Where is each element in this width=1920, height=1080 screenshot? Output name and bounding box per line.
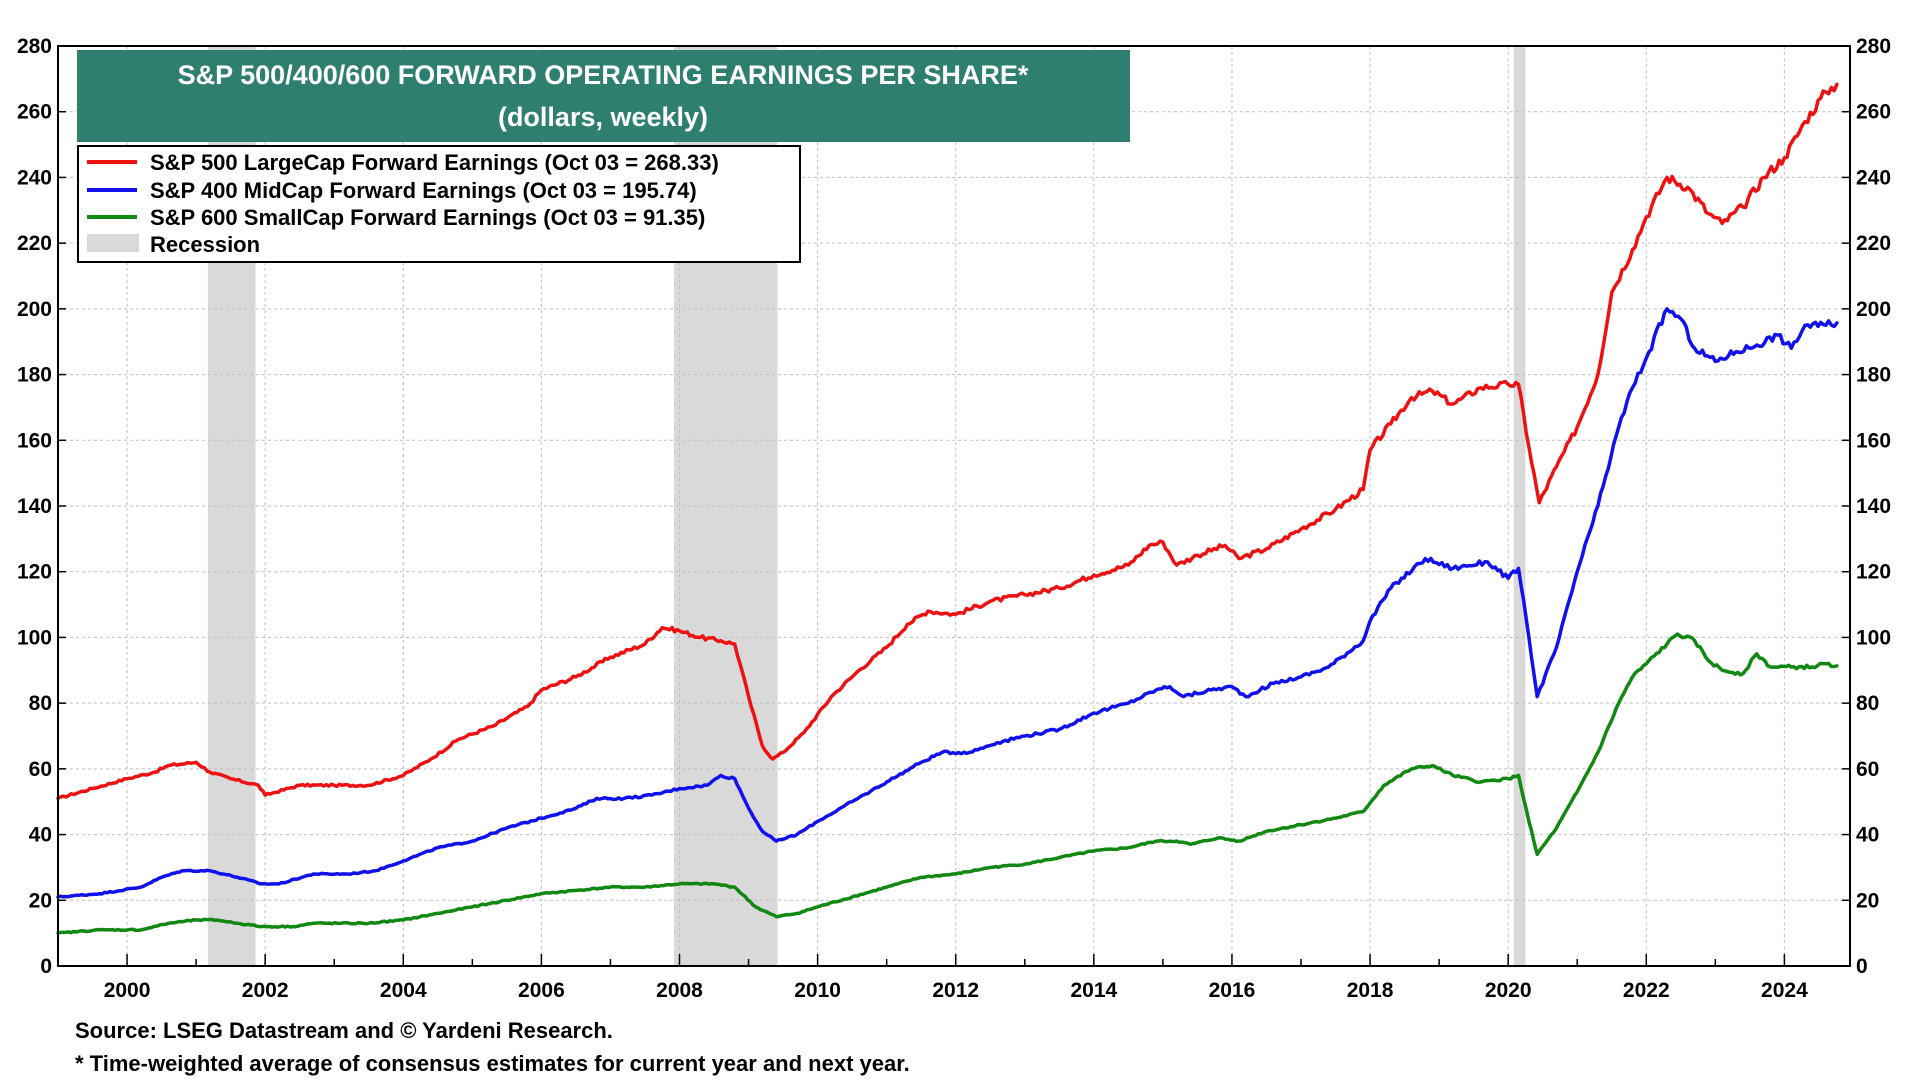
x-tick-label: 2000 <box>104 979 151 1002</box>
legend-label-sp500: S&P 500 LargeCap Forward Earnings (Oct 0… <box>150 150 719 175</box>
y-tick-label-right: 60 <box>1856 758 1879 781</box>
y-tick-label-left: 60 <box>29 758 52 781</box>
legend: S&P 500 LargeCap Forward Earnings (Oct 0… <box>77 145 801 263</box>
series-line-2 <box>56 632 1839 935</box>
recession-band <box>1513 46 1526 966</box>
x-tick-label: 2020 <box>1485 979 1532 1002</box>
legend-label-sp400: S&P 400 MidCap Forward Earnings (Oct 03 … <box>150 178 697 203</box>
y-tick-label-left: 240 <box>17 166 52 189</box>
x-tick-label: 2002 <box>242 979 289 1002</box>
x-tick-label: 2012 <box>932 979 979 1002</box>
chart-subtitle: (dollars, weekly) <box>498 102 708 132</box>
chart-title: S&P 500/400/600 FORWARD OPERATING EARNIN… <box>178 60 1029 90</box>
y-tick-label-left: 220 <box>17 232 52 255</box>
y-tick-label-right: 120 <box>1856 561 1891 584</box>
y-tick-label-left: 140 <box>17 495 52 518</box>
y-tick-label-left: 40 <box>29 824 52 847</box>
title-background <box>77 50 1130 142</box>
x-tick-label: 2010 <box>794 979 841 1002</box>
y-tick-label-right: 200 <box>1856 298 1891 321</box>
legend-box <box>77 145 801 263</box>
y-tick-label-left: 280 <box>17 35 52 58</box>
x-tick-label: 2006 <box>518 979 565 1002</box>
y-tick-label-right: 160 <box>1856 429 1891 452</box>
y-tick-label-left: 120 <box>17 561 52 584</box>
y-tick-label-right: 80 <box>1856 692 1879 715</box>
y-tick-label-right: 180 <box>1856 364 1891 387</box>
x-tick-label: 2024 <box>1761 979 1808 1002</box>
title-box: S&P 500/400/600 FORWARD OPERATING EARNIN… <box>77 50 1130 142</box>
legend-swatch-recession <box>87 234 139 252</box>
gridlines <box>58 46 1850 966</box>
y-tick-label-right: 260 <box>1856 101 1891 124</box>
y-tick-label-left: 180 <box>17 364 52 387</box>
series-lines <box>56 82 1839 935</box>
y-tick-label-left: 200 <box>17 298 52 321</box>
y-tick-label-right: 220 <box>1856 232 1891 255</box>
x-tick-label: 2008 <box>656 979 703 1002</box>
y-tick-label-right: 280 <box>1856 35 1891 58</box>
legend-label-sp600: S&P 600 SmallCap Forward Earnings (Oct 0… <box>150 205 705 230</box>
y-tick-label-right: 140 <box>1856 495 1891 518</box>
x-tick-label: 2016 <box>1209 979 1256 1002</box>
x-tick-label: 2004 <box>380 979 427 1002</box>
y-tick-label-left: 80 <box>29 692 52 715</box>
footnote: * Time-weighted average of consensus est… <box>75 1051 910 1076</box>
y-tick-label-right: 20 <box>1856 889 1879 912</box>
y-tick-label-right: 40 <box>1856 824 1879 847</box>
x-tick-label: 2018 <box>1347 979 1394 1002</box>
x-tick-label: 2014 <box>1070 979 1117 1002</box>
x-tick-label: 2022 <box>1623 979 1670 1002</box>
series-line-1 <box>56 307 1839 899</box>
legend-label-recession: Recession <box>150 232 260 257</box>
y-tick-label-left: 160 <box>17 429 52 452</box>
y-tick-label-left: 260 <box>17 101 52 124</box>
y-tick-label-right: 240 <box>1856 166 1891 189</box>
y-tick-label-left: 20 <box>29 889 52 912</box>
y-tick-label-left: 100 <box>17 626 52 649</box>
y-tick-label-right: 0 <box>1856 955 1868 978</box>
series-line-0 <box>56 82 1839 801</box>
y-tick-label-right: 100 <box>1856 626 1891 649</box>
y-tick-label-left: 0 <box>40 955 52 978</box>
source-note: Source: LSEG Datastream and © Yardeni Re… <box>75 1018 613 1043</box>
